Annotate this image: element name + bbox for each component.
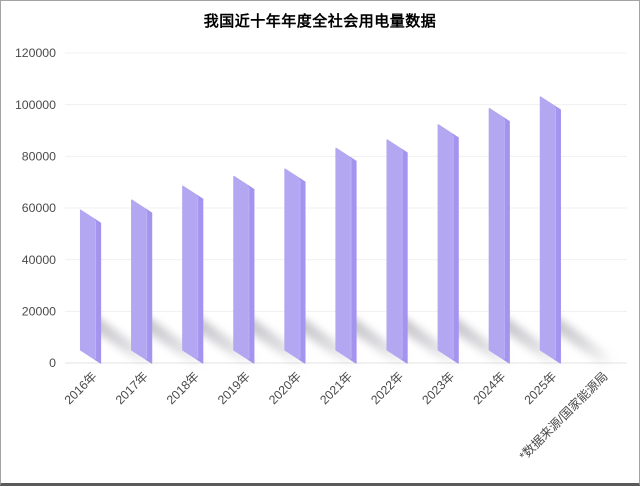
x-axis-tick-label: 2016年 [62,369,100,407]
bar-2021年[interactable] [335,147,357,364]
y-axis-tick-label: 120000 [15,46,56,60]
bar-shadow [191,316,259,371]
x-axis-tick-label: 2019年 [215,369,253,407]
y-axis-tick-label: 80000 [22,150,56,164]
bar-2017年[interactable] [131,199,153,364]
bar-shadow [293,316,361,371]
bar-shadow [548,316,617,371]
bar-2025年[interactable] [539,96,561,364]
x-axis-tick-label: 2023年 [419,369,457,407]
source-note-label: *数据来源/国家能源局 [516,369,611,464]
x-axis-tick-label: 2022年 [368,369,406,407]
bar-2023年[interactable] [437,124,459,364]
bar-2020年[interactable] [284,168,306,364]
bar-2018年[interactable] [182,185,204,364]
bar-shadow [88,316,157,371]
bar-shadow [344,316,412,371]
y-axis-tick-label: 0 [49,356,56,370]
bar-2022年[interactable] [386,139,408,364]
bar-2024年[interactable] [488,107,510,364]
y-axis-tick-label: 100000 [15,98,56,112]
x-axis-tick-label: 2024年 [470,369,508,407]
bar-2019年[interactable] [233,175,255,364]
bar-shadow [395,316,463,371]
x-axis-tick-label: 2017年 [113,369,151,407]
bar-shadow [242,316,310,371]
bar-shadow [446,316,515,371]
bar-2016年[interactable] [79,209,102,364]
x-axis-tick-label: 2021年 [317,369,355,407]
x-axis-tick-label: 2025年 [522,369,560,407]
bar-shadow [497,316,566,371]
y-axis-tick-label: 60000 [22,201,56,215]
x-axis-tick-label: 2020年 [266,369,304,407]
chart-title: 我国近十年年度全社会用电量数据 [203,13,437,30]
y-axis-tick-label: 20000 [22,305,56,319]
y-axis-tick-label: 40000 [22,253,56,267]
bar-shadow [139,316,208,371]
x-axis-tick-label: 2018年 [164,369,202,407]
